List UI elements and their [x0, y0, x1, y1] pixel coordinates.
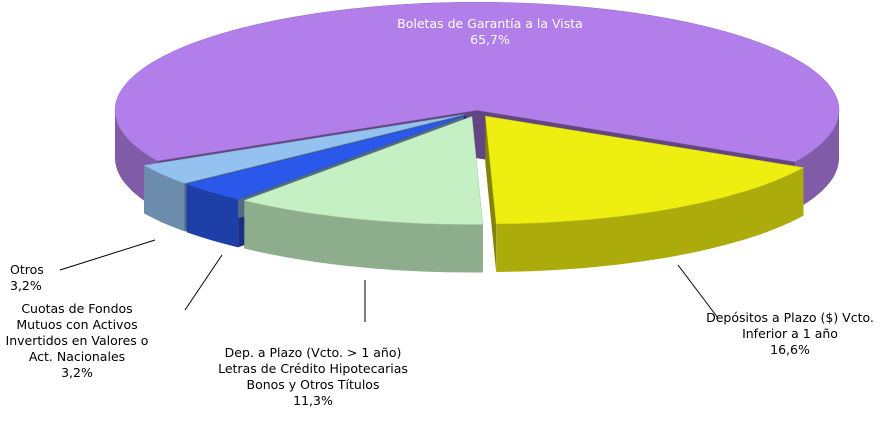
slice — [243, 116, 484, 225]
category-label: Otros — [10, 262, 44, 277]
slice-wall — [795, 110, 839, 210]
slice — [485, 115, 805, 225]
slice-side — [485, 116, 497, 272]
slice-wall — [244, 200, 483, 273]
slice — [143, 114, 464, 184]
leader-line — [677, 264, 719, 319]
slice — [114, 1, 840, 163]
slice-wall — [186, 184, 239, 248]
slice — [185, 115, 466, 200]
slice-wall — [144, 165, 185, 232]
slice-label: Depósitos a Plazo ($) Vcto. Inferior a 1… — [700, 310, 880, 358]
slice-wall — [496, 167, 804, 272]
slice-label: Cuotas de Fondos Mutuos con Activos Inve… — [0, 301, 156, 381]
category-label: Boletas de Garantía a la Vista — [397, 16, 583, 31]
value-label: 3,2% — [10, 278, 42, 293]
slice-label: Boletas de Garantía a la Vista 65,7% — [365, 16, 615, 48]
slice-label: Otros 3,2% — [10, 262, 44, 294]
category-label: Depósitos a Plazo ($) Vcto. Inferior a 1… — [706, 310, 874, 341]
category-label: Dep. a Plazo (Vcto. > 1 año) Letras de C… — [218, 345, 408, 392]
value-label: 65,7% — [470, 32, 510, 47]
value-label: 11,3% — [293, 393, 333, 408]
leader-line — [184, 254, 223, 311]
leader-line — [59, 239, 156, 271]
slice-label: Dep. a Plazo (Vcto. > 1 año) Letras de C… — [218, 345, 408, 409]
value-label: 16,6% — [770, 342, 810, 357]
value-label: 3,2% — [61, 365, 93, 380]
category-label: Cuotas de Fondos Mutuos con Activos Inve… — [5, 301, 149, 364]
